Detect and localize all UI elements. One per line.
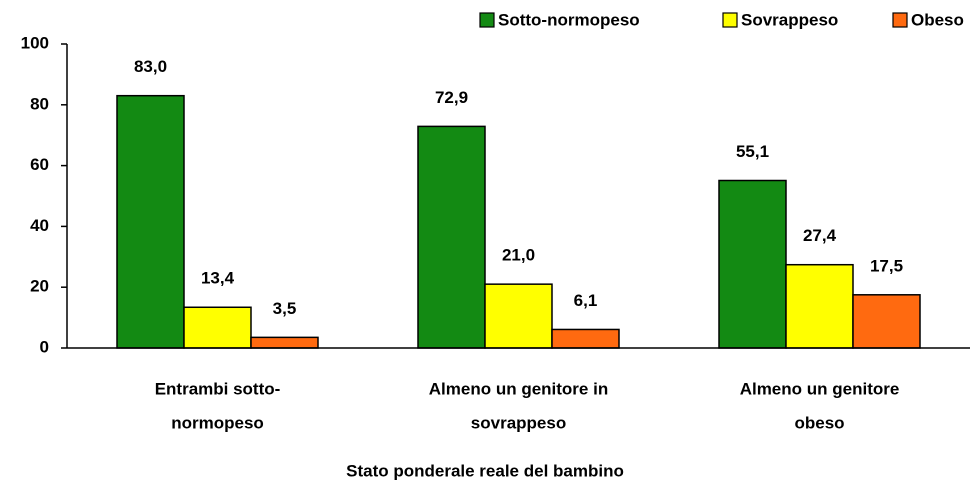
x-tick-label: Almeno un genitore [740, 379, 900, 398]
x-tick-label: normopeso [171, 413, 264, 432]
x-tick-label: Almeno un genitore in [429, 379, 608, 398]
data-label: 72,9 [435, 88, 468, 107]
y-tick-label: 0 [40, 337, 49, 356]
legend-label: Sovrappeso [741, 10, 838, 29]
y-tick-label: 100 [21, 33, 49, 52]
x-axis-title: Stato ponderale reale del bambino [346, 461, 624, 480]
data-label: 27,4 [803, 226, 837, 245]
y-tick-label: 60 [30, 155, 49, 174]
data-label: 83,0 [134, 57, 167, 76]
bar [852, 294, 921, 349]
bar [551, 328, 620, 349]
data-label: 13,4 [201, 269, 235, 288]
bar [785, 263, 854, 349]
y-tick-label: 20 [30, 277, 49, 296]
data-label: 6,1 [574, 291, 598, 310]
legend-swatch [722, 12, 738, 28]
bar [417, 125, 486, 349]
bar [484, 283, 553, 349]
x-tick-label: sovrappeso [471, 413, 566, 432]
bar [116, 94, 185, 349]
data-label: 21,0 [502, 246, 535, 265]
bar [183, 306, 252, 349]
x-tick-label: Entrambi sotto- [155, 379, 281, 398]
data-label: 17,5 [870, 256, 903, 275]
y-tick-label: 40 [30, 216, 49, 235]
data-label: 55,1 [736, 142, 769, 161]
legend-label: Obeso [911, 10, 964, 29]
bar [718, 179, 787, 349]
bar [250, 336, 319, 349]
data-label: 3,5 [273, 299, 297, 318]
x-tick-label: obeso [794, 413, 844, 432]
legend-label: Sotto-normopeso [498, 10, 640, 29]
legend-swatch [479, 12, 495, 28]
legend-swatch [892, 12, 908, 28]
y-tick-label: 80 [30, 94, 49, 113]
